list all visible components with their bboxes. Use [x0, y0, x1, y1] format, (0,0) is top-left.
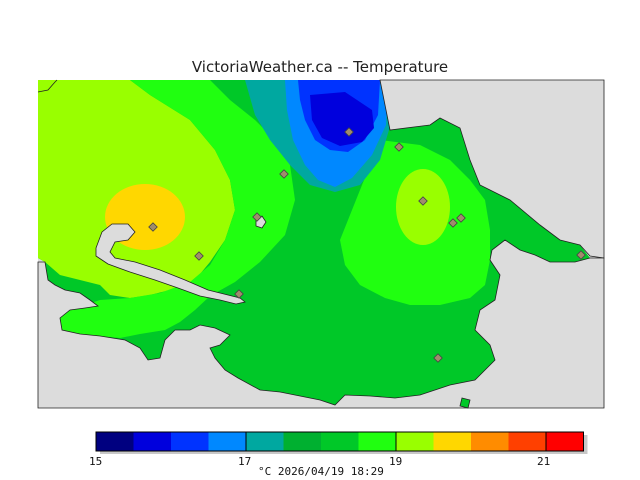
inlet: [95, 223, 246, 305]
legend-swatch: [171, 432, 209, 451]
legend-tick-19: 19: [389, 455, 403, 468]
sea-south: [37, 239, 605, 409]
legend-tick-21: 21: [537, 455, 551, 468]
station-marker: [234, 289, 244, 299]
legend-swatch: [208, 432, 246, 451]
legend-swatch: [321, 432, 359, 451]
legend-swatch: [508, 432, 546, 451]
legend-swatch: [283, 432, 321, 451]
legend-tick-17: 17: [238, 455, 252, 468]
legend-swatch: [96, 432, 134, 451]
station-marker: [433, 353, 443, 363]
color-scale-legend: [95, 431, 588, 454]
station-marker: [252, 212, 262, 222]
station-marker: [456, 213, 466, 223]
legend-swatch: [133, 432, 171, 451]
station-marker: [344, 127, 354, 137]
map-title: VictoriaWeather.ca -- Temperature: [191, 58, 449, 76]
station-marker: [394, 142, 404, 152]
legend-caption: °C 2026/04/19 18:29: [258, 465, 384, 478]
station-marker: [194, 251, 204, 261]
station-marker: [279, 169, 289, 179]
legend-swatch: [246, 432, 284, 451]
legend-swatch: [396, 432, 434, 451]
station-marker: [448, 218, 458, 228]
sea-north: [379, 79, 605, 259]
legend-swatch: [546, 432, 584, 451]
legend-swatch: [433, 432, 471, 451]
station-marker: [418, 196, 428, 206]
legend-swatch: [358, 432, 396, 451]
legend-swatch: [471, 432, 509, 451]
station-marker: [148, 222, 158, 232]
legend-border: [95, 431, 584, 452]
legend-tick-15: 15: [89, 455, 103, 468]
station-marker: [576, 250, 586, 260]
